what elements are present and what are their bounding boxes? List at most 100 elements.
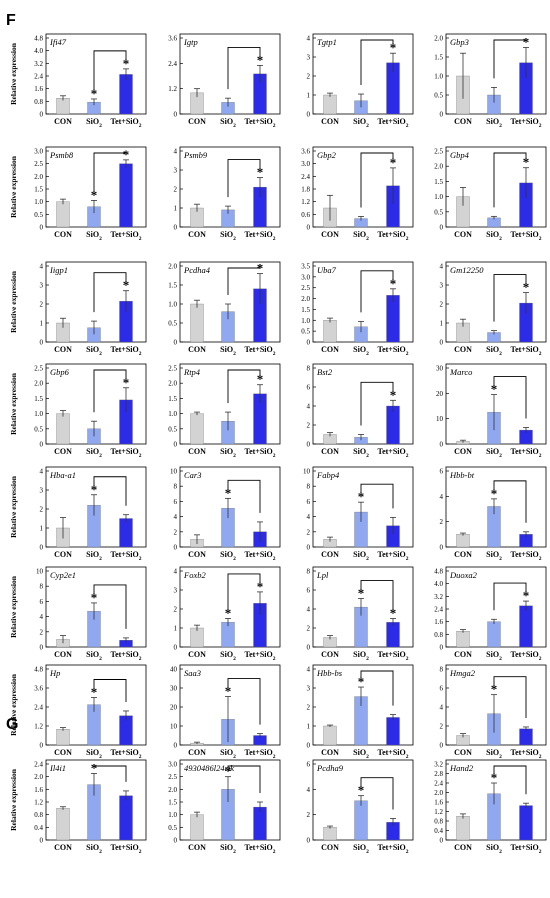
y-tick-label: 2.0 [34,773,43,781]
bar-con [56,729,70,746]
y-tick-label: 4 [440,493,444,501]
gene-title: 4930486l24rik [184,763,234,773]
subscript: 2 [139,849,142,855]
x-tick-label: Tet+SiO2 [244,345,275,357]
significance-star: * [390,40,397,55]
x-tick-label: CON [454,843,472,852]
subscript: 2 [273,236,276,242]
x-tick-label: Tet+SiO2 [510,230,541,242]
x-tick-label: Tet+SiO2 [110,230,141,242]
y-tick-label: 10 [303,468,311,476]
y-tick-label: 2 [307,625,311,633]
significance-star: * [390,606,397,621]
x-tick-label: CON [188,843,206,852]
y-tick-label: 0 [307,544,311,552]
chart-hp: 0 1.2 2.4 3.6 4.8 Hp Relative expression CON * Si… [9,664,147,760]
significance-star: * [91,761,98,776]
comparison-bracket [360,777,394,810]
y-tick-label: 4 [174,513,178,521]
x-tick-label: CON [321,230,339,239]
y-tick-label: 20 [170,704,178,712]
subscript: 2 [499,656,502,662]
chart-cyp2e1: 0 2 4 6 8 10 Cyp2e1 Relative expression CON * SiO2… [9,566,147,662]
y-tick-label: 2.0 [34,173,43,181]
subscript: 2 [406,453,409,459]
x-tick-label: CON [454,447,472,456]
y-tick-label: 0 [440,441,444,449]
y-tick-label: 0 [440,111,444,119]
y-tick-label: 3 [40,487,44,495]
y-tick-label: 2.4 [34,761,43,769]
y-tick-label: 1.2 [34,723,43,731]
x-tick-label: CON [188,117,206,126]
x-tick-label: SiO2 [486,345,502,357]
x-tick-label: SiO2 [220,117,236,129]
bar-sio2 [487,621,501,648]
chart-lpl: 0 2 4 6 8 Lpl CON * SiO2 * Tet+SiO2 [307,566,414,662]
x-tick-label: SiO2 [353,843,369,855]
bar-con [56,201,70,228]
y-tick-label: 0.5 [301,328,310,336]
y-tick-label: 1.0 [434,73,443,81]
y-tick-label: 1.2 [34,799,43,807]
x-tick-label: CON [54,550,72,559]
significance-star: * [225,606,232,621]
x-tick-label: Tet+SiO2 [377,550,408,562]
y-tick-label: 0 [307,111,311,119]
y-tick-label: 0 [307,644,311,652]
x-tick-label: Tet+SiO2 [377,230,408,242]
x-tick-label: CON [321,748,339,757]
chart-hand2: 0 0.40.8 1.21.6 2.02.4 2.83.2 Hand2 CON * SiO2 Te… [434,759,547,855]
gene-title: Gbp4 [450,150,470,160]
y-tick-label: 0 [40,224,44,232]
y-tick-label: 6 [440,685,444,693]
comparison-bracket [360,381,394,426]
gene-title: Hba-a1 [49,470,76,480]
chart-igtp: 0 1.2 2.4 3.6 Igtp CON SiO2 * Tet+SiO2 [168,33,281,129]
chart-marco: 0 10 20 30 Marco CON * SiO2 Tet+SiO2 [436,363,547,459]
bar-tet-sio2 [519,805,533,841]
y-tick-label: 1.5 [168,282,177,290]
subscript: 2 [139,556,142,562]
significance-star: * [257,579,264,594]
subscript: 2 [273,123,276,129]
x-tick-label: SiO2 [486,748,502,760]
significance-star: * [358,586,365,601]
x-tick-label: CON [54,117,72,126]
subscript: 2 [499,556,502,562]
bar-con [323,94,337,115]
subscript: 2 [99,236,102,242]
y-axis-label: Relative expression [9,270,18,333]
subscript: 2 [406,351,409,357]
y-tick-label: 1.8 [301,186,310,194]
x-tick-label: Tet+SiO2 [244,650,275,662]
y-tick-label: 0 [174,644,178,652]
x-tick-label: Tet+SiO2 [510,447,541,459]
gene-title: Uba7 [317,265,337,275]
y-tick-label: 2.4 [168,60,177,68]
chart-hmga2: 0 2 4 6 8 Hmga2 CON * SiO2 Tet+SiO2 [440,664,547,760]
y-tick-label: 0 [307,441,311,449]
x-tick-label: CON [321,550,339,559]
significance-star: * [390,387,397,402]
y-tick-label: 2 [307,422,311,430]
y-tick-label: 1.6 [34,85,43,93]
y-tick-label: 2 [40,628,44,636]
y-tick-label: 10 [170,723,178,731]
subscript: 2 [499,754,502,760]
x-tick-label: SiO2 [220,748,236,760]
y-tick-label: 1.5 [34,395,43,403]
subscript: 2 [366,754,369,760]
y-tick-label: 8 [40,583,44,591]
y-tick-label: 1.5 [34,186,43,194]
y-tick-label: 2.4 [34,73,43,81]
gene-title: Duoxa2 [449,570,478,580]
gene-title: Car3 [184,470,201,480]
y-tick-label: 3.0 [168,761,177,769]
gene-title: Il4i1 [49,763,66,773]
x-tick-label: SiO2 [86,843,102,855]
subscript: 2 [406,849,409,855]
y-tick-label: 0 [307,224,311,232]
y-tick-label: 3 [40,282,44,290]
